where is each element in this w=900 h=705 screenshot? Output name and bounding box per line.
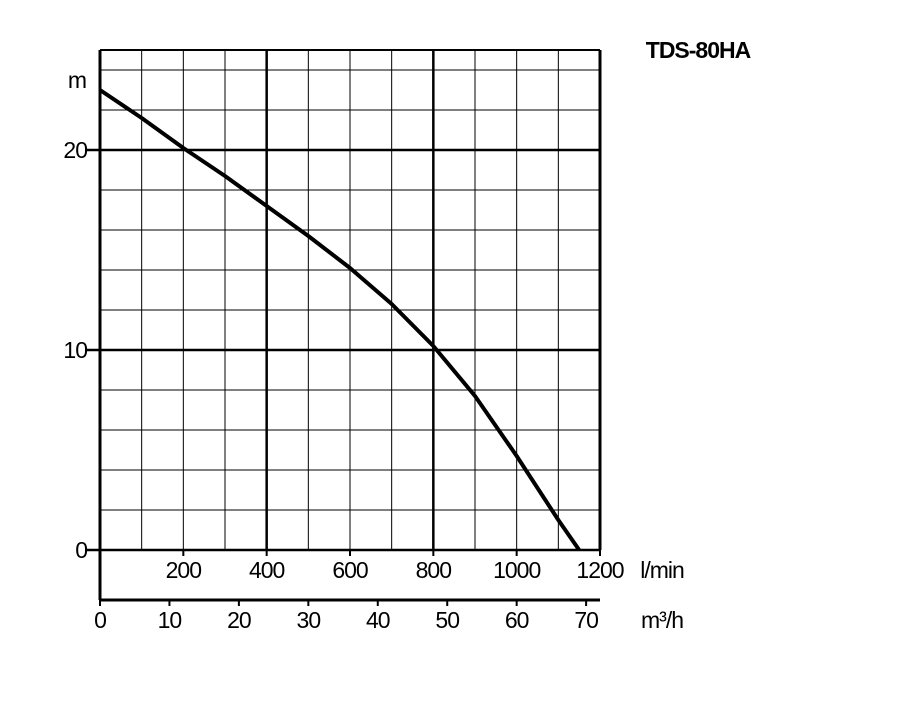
- x2-tick-label: 40: [366, 607, 390, 633]
- x2-tick-label: 0: [94, 607, 106, 633]
- y-axis-label: m: [68, 67, 86, 93]
- x-tick-label: 400: [249, 557, 285, 583]
- x2-axis-label: m³/h: [641, 607, 683, 633]
- x-tick-label: 600: [332, 557, 368, 583]
- y-tick-label: 10: [63, 337, 87, 363]
- x2-tick-label: 10: [158, 607, 182, 633]
- x2-tick-label: 60: [505, 607, 529, 633]
- y-tick-label: 0: [75, 537, 87, 563]
- chart-title: TDS-80HA: [646, 37, 751, 63]
- x-tick-label: 1200: [576, 557, 623, 583]
- x-tick-label: 1000: [493, 557, 540, 583]
- x2-tick-label: 50: [435, 607, 459, 633]
- y-tick-label: 20: [63, 137, 87, 163]
- x-axis-label: l/min: [640, 557, 684, 583]
- x-tick-label: 800: [416, 557, 452, 583]
- x2-tick-label: 70: [574, 607, 598, 633]
- x2-tick-label: 30: [297, 607, 321, 633]
- x2-tick-label: 20: [227, 607, 251, 633]
- curve: [98, 88, 581, 552]
- x-tick-label: 200: [166, 557, 202, 583]
